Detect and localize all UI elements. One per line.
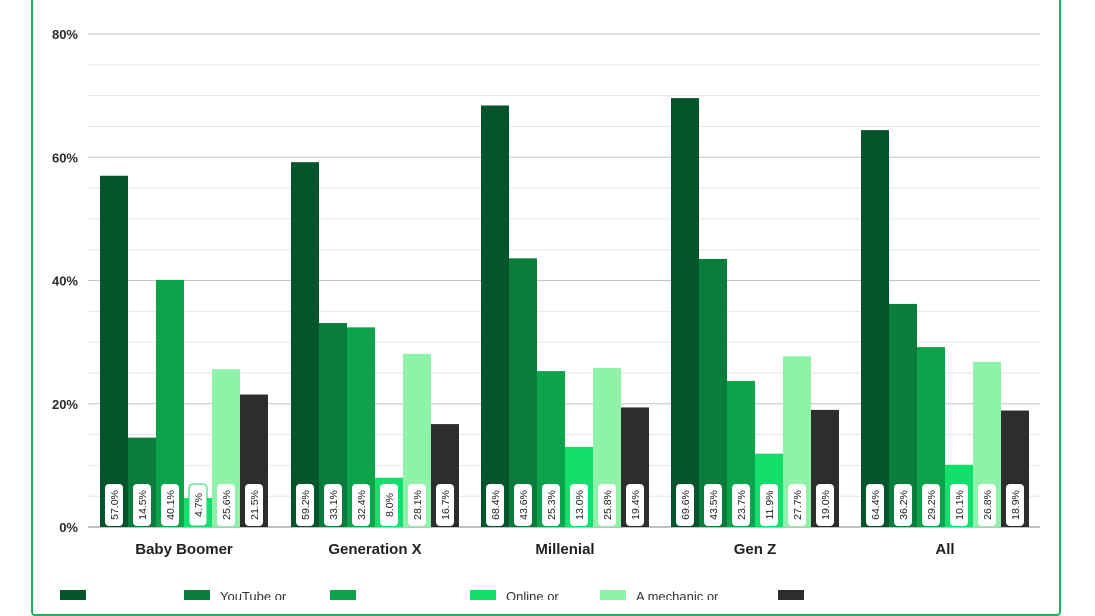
data-label: 43.6% — [518, 490, 530, 520]
data-label-box — [408, 484, 426, 526]
data-label: 69.6% — [680, 490, 692, 520]
data-label: 59.2% — [300, 490, 312, 520]
data-label: 18.9% — [1010, 490, 1022, 520]
y-tick-label: 40% — [52, 274, 78, 289]
bar — [671, 98, 699, 527]
data-label-box — [626, 484, 644, 526]
data-label-box — [676, 484, 694, 526]
data-label: 25.6% — [221, 490, 233, 520]
data-label-box — [245, 484, 263, 526]
data-label: 21.5% — [249, 490, 261, 520]
data-label-box — [514, 484, 532, 526]
data-label-box — [922, 484, 940, 526]
data-label-box — [950, 484, 968, 526]
legend-label: YouTube or — [220, 589, 287, 600]
bar — [699, 258, 727, 527]
data-label: 16.7% — [440, 490, 452, 520]
legend-label: A mechanic or — [636, 589, 719, 600]
legend-swatch — [60, 590, 86, 600]
bar — [291, 162, 319, 527]
data-label-box — [105, 484, 123, 526]
data-label-box — [978, 484, 996, 526]
legend-swatch — [470, 590, 496, 600]
category-label: Millenial — [535, 541, 594, 558]
grouped-bar-chart: 0% 20% 40% 60% 80% 57.0% 14.5% 40.1% 4.7% 25.6% 21… — [52, 27, 1040, 600]
y-tick-label: 80% — [52, 27, 78, 42]
data-label-box — [598, 484, 616, 526]
legend-swatch — [600, 590, 626, 600]
data-label-box — [788, 484, 806, 526]
data-label-box — [1006, 484, 1024, 526]
data-label-box — [324, 484, 342, 526]
bar — [100, 175, 128, 528]
data-label-box — [436, 484, 454, 526]
legend-label: Online or — [506, 589, 559, 600]
data-label: 29.2% — [926, 490, 938, 520]
data-label-box — [486, 484, 504, 526]
category-label: All — [935, 541, 954, 558]
bar — [481, 105, 509, 528]
data-label: 25.3% — [546, 490, 558, 520]
data-label: 14.5% — [137, 490, 149, 520]
data-label-box — [816, 484, 834, 526]
data-label-box — [133, 484, 151, 526]
data-label-box — [894, 484, 912, 526]
data-label: 4.7% — [193, 493, 205, 517]
data-label: 27.7% — [792, 490, 804, 520]
data-label: 36.2% — [898, 490, 910, 520]
data-label: 28.1% — [412, 490, 424, 520]
data-label-box — [188, 483, 208, 527]
category-label: Gen Z — [734, 541, 777, 558]
data-label: 8.0% — [384, 493, 396, 517]
data-label: 19.0% — [820, 490, 832, 520]
data-label: 23.7% — [736, 490, 748, 520]
data-label-box — [296, 484, 314, 526]
y-tick-label: 20% — [52, 397, 78, 412]
y-tick-label: 0% — [59, 520, 78, 535]
data-label-box — [732, 484, 750, 526]
legend-swatch — [330, 590, 356, 600]
data-label: 32.4% — [356, 490, 368, 520]
data-label-box — [352, 484, 370, 526]
data-label: 57.0% — [109, 490, 121, 520]
category-label: Generation X — [328, 541, 421, 558]
legend-swatch — [778, 590, 804, 600]
y-tick-label: 60% — [52, 150, 78, 165]
bar — [861, 130, 889, 527]
data-label: 43.5% — [708, 490, 720, 520]
data-label: 19.4% — [630, 490, 642, 520]
data-label: 25.8% — [602, 490, 614, 520]
legend-swatch — [184, 590, 210, 600]
data-label: 26.8% — [982, 490, 994, 520]
data-label: 10.1% — [954, 490, 966, 520]
data-label-box — [542, 484, 560, 526]
category-label: Baby Boomer — [135, 541, 233, 558]
data-label: 64.4% — [870, 490, 882, 520]
data-label-box — [570, 484, 588, 526]
data-label: 68.4% — [490, 490, 502, 520]
data-label: 40.1% — [165, 490, 177, 520]
data-label-box — [704, 484, 722, 526]
data-label-box — [380, 484, 398, 526]
data-label-box — [161, 484, 179, 526]
data-label: 33.1% — [328, 490, 340, 520]
data-label: 11.9% — [764, 491, 776, 520]
data-label-box — [217, 484, 235, 526]
data-label-box — [760, 484, 778, 526]
data-label-box — [866, 484, 884, 526]
bar — [509, 258, 537, 527]
data-label: 13.0% — [574, 490, 586, 520]
